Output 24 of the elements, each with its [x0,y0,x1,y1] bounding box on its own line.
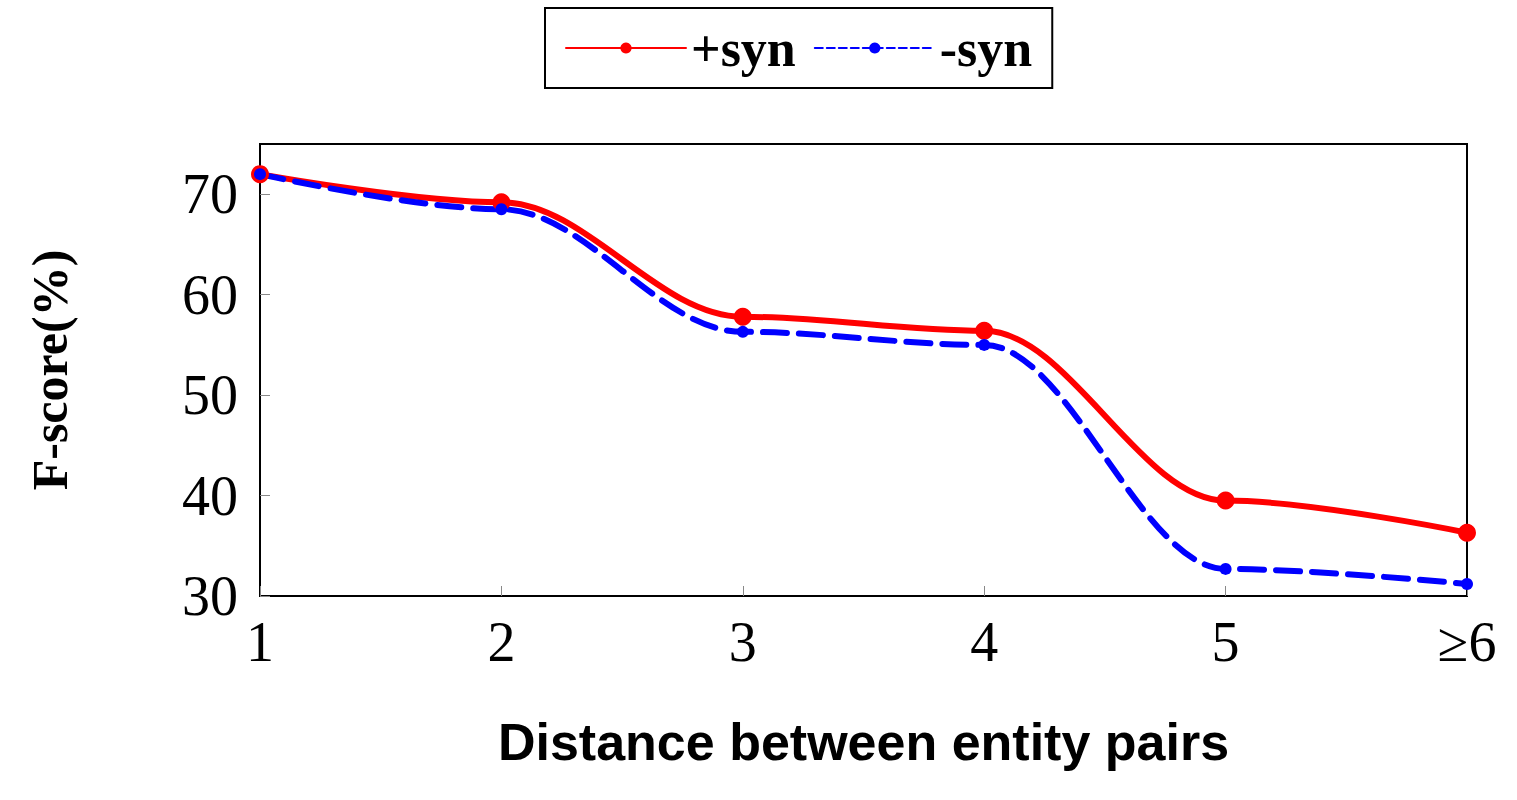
x-tick-label: ≥6 [1437,611,1497,673]
point [1219,562,1232,575]
y-axis-title: F-score(%) [22,249,78,491]
point [733,307,752,326]
x-tick-label: 3 [728,611,757,673]
legend-label: +syn [691,19,796,77]
point [495,203,508,216]
point [978,338,991,351]
y-tick-label: 60 [182,263,238,326]
x-tick-label: 2 [487,611,516,673]
point [1461,577,1473,590]
legend-label: -syn [939,19,1033,77]
y-tick-label: 30 [182,565,238,627]
point [736,325,749,338]
x-tick-label: 5 [1211,611,1240,673]
y-tick-label: 50 [182,364,238,427]
x-axis-title: Distance between entity pairs [497,713,1230,771]
y-tick-label: 40 [182,464,238,527]
point [1458,523,1476,542]
x-tick-label: 4 [970,611,999,673]
point [1216,491,1235,510]
x-tick-label: 1 [246,611,274,673]
y-tick-label: 70 [182,163,238,226]
point [975,321,994,340]
